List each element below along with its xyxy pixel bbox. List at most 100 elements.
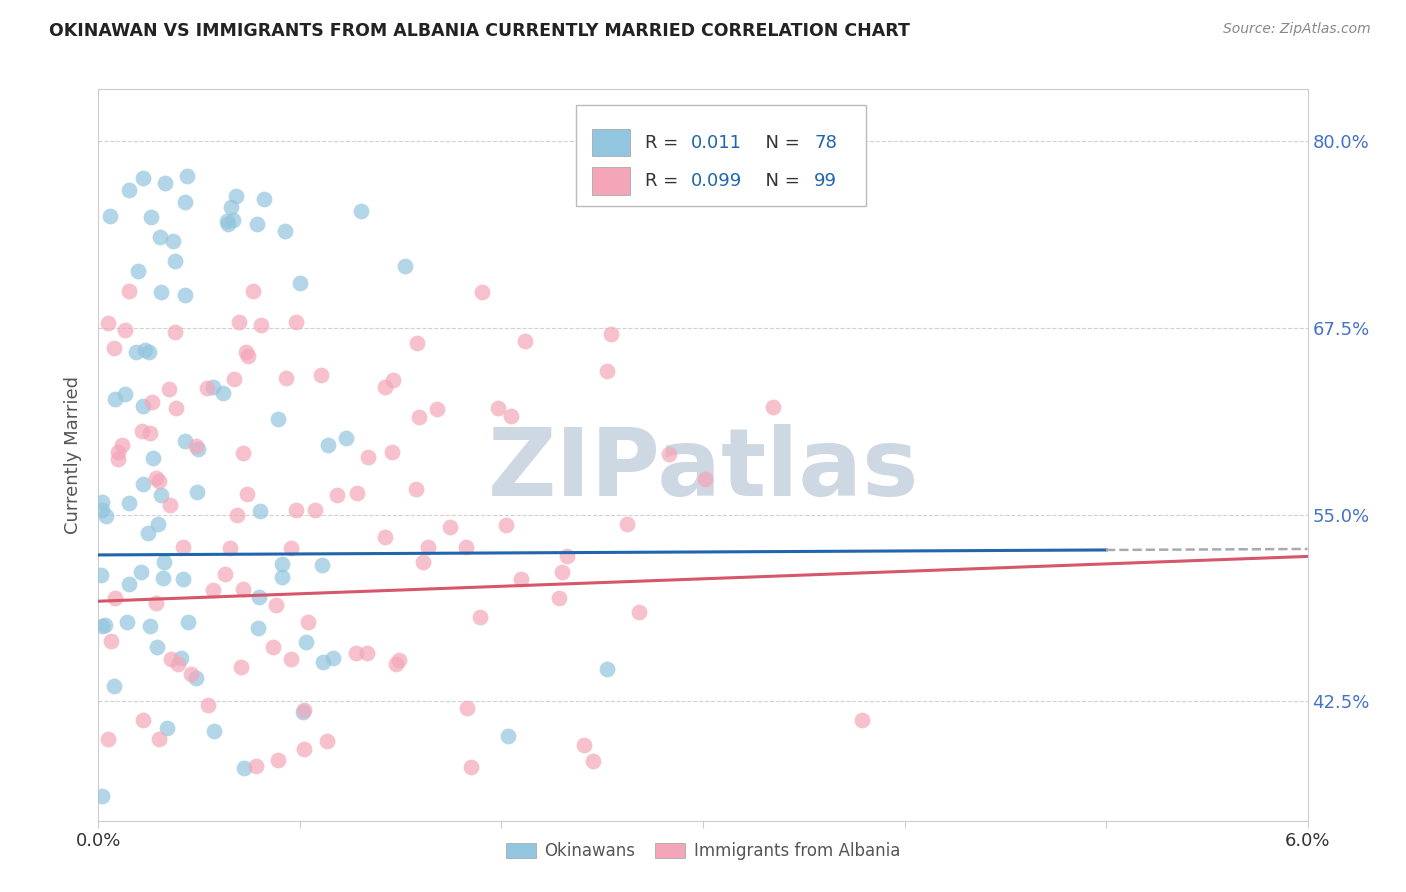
Point: [572, 739, 595, 753]
Point: [132, 713, 155, 727]
Point: [246, 217, 269, 231]
Text: N =: N =: [754, 134, 806, 152]
Point: [292, 703, 315, 717]
Point: [249, 504, 271, 518]
Point: [439, 520, 461, 534]
Point: [172, 572, 194, 586]
Point: [98, 209, 121, 223]
Point: [115, 615, 138, 629]
Point: [456, 540, 478, 554]
Point: [118, 496, 141, 510]
Text: R =: R =: [645, 171, 683, 190]
Point: [222, 372, 245, 386]
Point: [247, 591, 270, 605]
Point: [276, 371, 298, 385]
Point: [226, 508, 249, 523]
Point: [114, 387, 136, 401]
Point: [292, 742, 315, 756]
Point: [297, 615, 319, 630]
Point: [153, 176, 176, 190]
Point: [266, 598, 288, 612]
Point: [406, 336, 429, 351]
Point: [150, 285, 173, 300]
Point: [167, 657, 190, 671]
Point: [90, 567, 112, 582]
Point: [344, 646, 367, 660]
Point: [270, 557, 292, 571]
Point: [356, 646, 378, 660]
FancyBboxPatch shape: [592, 167, 630, 194]
Point: [510, 572, 533, 586]
Point: [416, 540, 439, 554]
Point: [288, 276, 311, 290]
Point: [238, 349, 260, 363]
Point: [304, 503, 326, 517]
Point: [394, 259, 416, 273]
Point: [103, 341, 125, 355]
Point: [217, 218, 239, 232]
Point: [374, 530, 396, 544]
Point: [159, 499, 181, 513]
Point: [851, 714, 873, 728]
Point: [274, 224, 297, 238]
Point: [146, 517, 169, 532]
Text: ZIPatlas: ZIPatlas: [488, 424, 918, 516]
Point: [94, 509, 117, 524]
Point: [148, 474, 170, 488]
Point: [235, 344, 257, 359]
Point: [232, 761, 254, 775]
Point: [456, 700, 478, 714]
Point: [129, 565, 152, 579]
Point: [118, 576, 141, 591]
Point: [232, 582, 254, 596]
Point: [381, 445, 404, 459]
Point: [408, 410, 430, 425]
Point: [388, 653, 411, 667]
Point: [311, 558, 333, 572]
Point: [162, 234, 184, 248]
Point: [118, 285, 141, 299]
Point: [174, 288, 197, 302]
Point: [91, 619, 114, 633]
Point: [235, 487, 257, 501]
Text: 78: 78: [814, 134, 837, 152]
Point: [250, 318, 273, 332]
Point: [270, 570, 292, 584]
Point: [184, 671, 207, 685]
Point: [107, 452, 129, 467]
Point: [111, 438, 134, 452]
Point: [150, 487, 173, 501]
Point: [486, 401, 509, 415]
Point: [384, 657, 406, 671]
Point: [212, 386, 235, 401]
Point: [315, 734, 337, 748]
Point: [596, 661, 619, 675]
Point: [195, 381, 218, 395]
Point: [136, 525, 159, 540]
Text: Source: ZipAtlas.com: Source: ZipAtlas.com: [1223, 22, 1371, 37]
Point: [172, 540, 194, 554]
Point: [501, 409, 523, 423]
Point: [91, 789, 114, 803]
Point: [335, 431, 357, 445]
Point: [658, 447, 681, 461]
Point: [104, 392, 127, 406]
Point: [582, 755, 605, 769]
Point: [174, 195, 197, 210]
Point: [218, 541, 240, 555]
Point: [145, 596, 167, 610]
Point: [295, 635, 318, 649]
Point: [118, 183, 141, 197]
Point: [163, 325, 186, 339]
Point: [349, 204, 371, 219]
Point: [104, 591, 127, 605]
Point: [145, 640, 167, 654]
Point: [215, 213, 238, 227]
Point: [221, 200, 243, 214]
Point: [139, 425, 162, 440]
Point: [284, 315, 307, 329]
FancyBboxPatch shape: [592, 128, 630, 156]
Point: [91, 495, 114, 509]
Point: [312, 656, 335, 670]
Point: [176, 169, 198, 184]
